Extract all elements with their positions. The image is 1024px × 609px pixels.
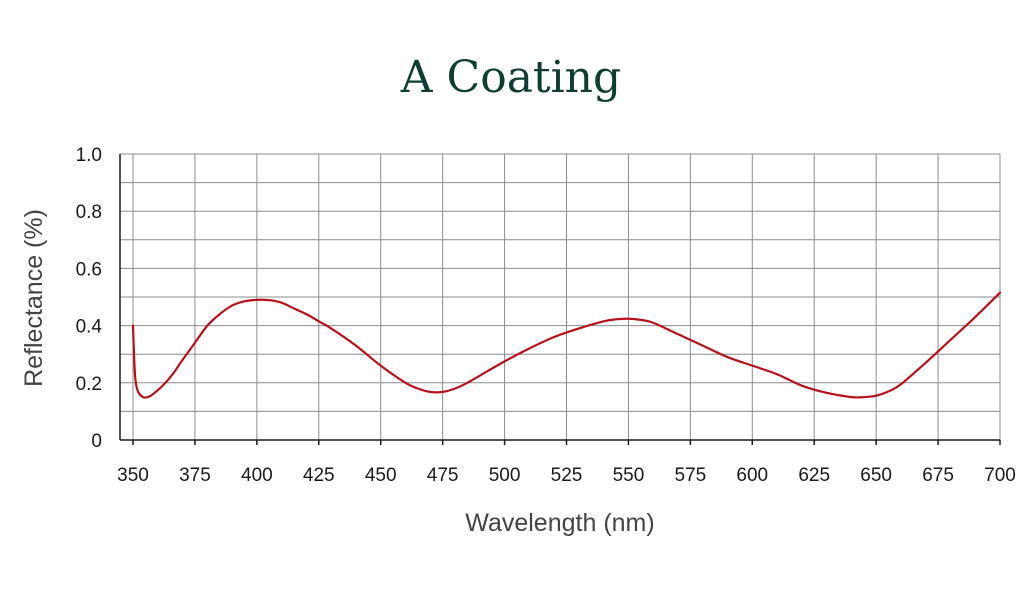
- y-tick-label: 0.6: [76, 259, 102, 280]
- grid-layer: [120, 153, 1001, 441]
- x-tick-label: 500: [489, 465, 521, 486]
- x-tick-label: 450: [365, 465, 397, 486]
- x-tick-label: 350: [117, 465, 149, 486]
- series-layer: [131, 291, 1002, 399]
- axis-layer: [119, 154, 1001, 445]
- x-tick-label: 425: [303, 465, 335, 486]
- y-tick-label: 1.0: [76, 145, 102, 166]
- x-tick-label: 400: [241, 465, 273, 486]
- y-tick-label: 0.4: [76, 317, 103, 338]
- x-tick-label: 575: [675, 465, 707, 486]
- x-tick-label: 700: [984, 465, 1016, 486]
- x-tick-label: 550: [613, 465, 645, 486]
- x-tick-label: 625: [798, 465, 830, 486]
- reflectance-series-line: [131, 291, 1002, 399]
- y-tick-label: 0.8: [76, 202, 102, 223]
- x-axis-label: Wavelength (nm): [465, 509, 654, 537]
- x-tick-label: 650: [860, 465, 892, 486]
- tick-labels: 350 375 400 425 450 475 500 525 550 575 600 625 650 6…: [76, 145, 1016, 486]
- y-tick-label: 0.2: [76, 374, 102, 395]
- y-axis-label: Reflectance (%): [20, 209, 48, 387]
- y-tick-label: 0: [91, 431, 102, 452]
- x-tick-label: 525: [551, 465, 583, 486]
- chart-title: A Coating: [400, 52, 621, 103]
- x-tick-label: 375: [179, 465, 211, 486]
- x-tick-label: 675: [922, 465, 954, 486]
- x-tick-label: 475: [427, 465, 459, 486]
- x-tick-label: 600: [736, 465, 768, 486]
